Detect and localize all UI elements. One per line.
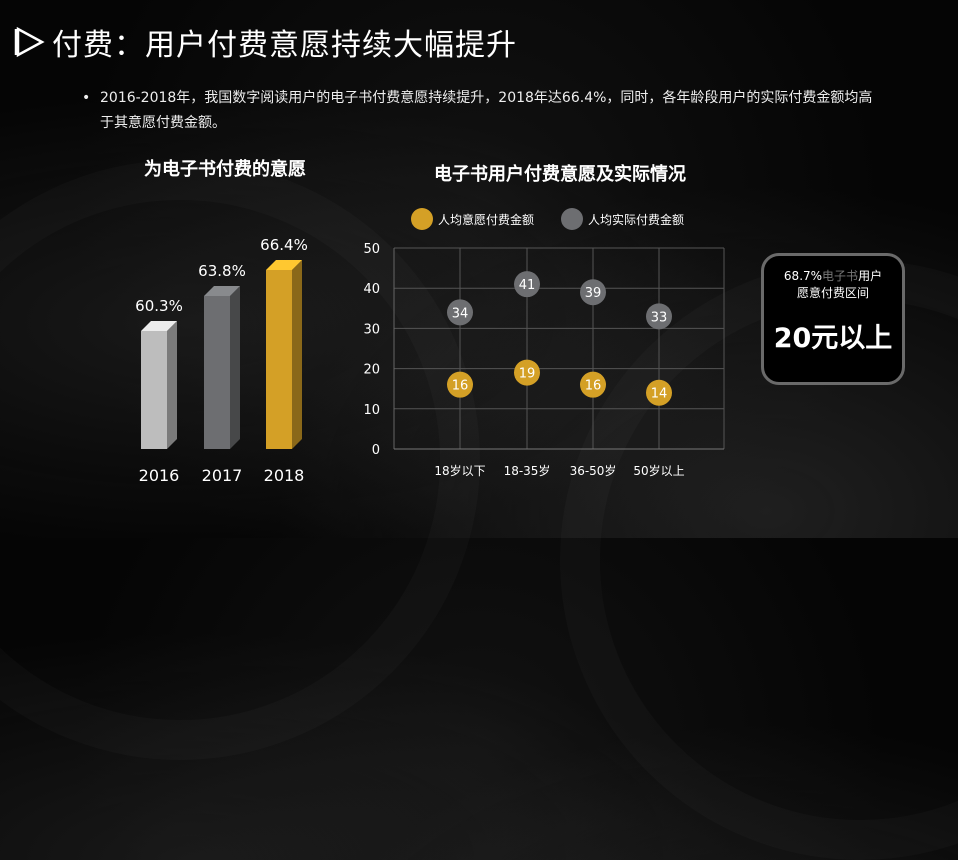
- bar-side: [167, 321, 177, 449]
- x-tick-label: 18岁以下: [434, 463, 485, 478]
- callout-line2: 愿意付费区间: [796, 286, 869, 300]
- y-tick-label: 0: [372, 443, 380, 458]
- scatter-point: [514, 359, 540, 386]
- bar-front: [204, 296, 230, 449]
- scatter-point: [514, 271, 540, 298]
- x-tick-label: 18-35岁: [504, 463, 551, 478]
- y-tick-label: 30: [363, 322, 380, 337]
- scatter-chart-title: 电子书用户付费意愿及实际情况: [434, 164, 686, 185]
- summary-text: 2016-2018年，我国数字阅读用户的电子书付费意愿持续提升，2018年达66…: [100, 90, 873, 131]
- bar-chart: 60.3% 2016 63.8% 2017 66.4% 2018: [135, 236, 308, 485]
- bar-category-label: 2017: [202, 466, 243, 485]
- x-tick-label: 36-50岁: [570, 463, 617, 478]
- callout-user: 用户: [858, 269, 883, 283]
- legend-label: 人均意愿付费金额: [438, 212, 534, 227]
- point-data-label: 41: [519, 278, 536, 293]
- legend-marker: [411, 208, 433, 230]
- y-tick-label: 10: [363, 403, 380, 418]
- y-tick-label: 40: [363, 282, 380, 297]
- scatter-point: [447, 371, 473, 398]
- y-tick-label: 20: [363, 363, 380, 378]
- callout-value: 20元以上: [773, 323, 893, 354]
- point-data-label: 34: [452, 306, 469, 321]
- bar-chart-title: 为电子书付费的意愿: [144, 159, 306, 180]
- bar-front: [141, 331, 167, 449]
- bullet-dot: •: [82, 90, 91, 106]
- bar-side: [230, 286, 240, 449]
- bar-value-label: 60.3%: [135, 297, 183, 315]
- scatter-point: [580, 279, 606, 306]
- bar-category-label: 2016: [139, 466, 180, 485]
- bar-top: [141, 321, 177, 331]
- point-data-label: 16: [585, 379, 602, 394]
- play-arrow-icon: [14, 26, 45, 58]
- scatter-point: [447, 299, 473, 326]
- bar-front: [266, 270, 292, 449]
- callout-box: 68.7%电子书用户 愿意付费区间 20元以上: [761, 253, 905, 385]
- bar-top: [204, 286, 240, 296]
- callout-percent: 68.7%: [783, 269, 823, 283]
- point-data-label: 14: [651, 387, 668, 402]
- summary-bullet: • 2016-2018年，我国数字阅读用户的电子书付费意愿持续提升，2018年达…: [82, 86, 882, 136]
- callout-caption: 68.7%电子书用户 愿意付费区间: [764, 268, 902, 302]
- point-data-label: 19: [519, 367, 536, 382]
- page-title-text: 付费：用户付费意愿持续大幅提升: [52, 28, 517, 63]
- y-tick-label: 50: [363, 242, 380, 257]
- bar-category-label: 2018: [264, 466, 305, 485]
- bar-value-label: 66.4%: [260, 236, 308, 254]
- point-data-label: 16: [452, 379, 469, 394]
- page-title: 付费：用户付费意愿持续大幅提升: [14, 22, 517, 63]
- bar-value-label: 63.8%: [198, 262, 246, 280]
- point-data-label: 39: [585, 286, 602, 301]
- callout-ebook: 电子书: [822, 269, 859, 283]
- legend-marker: [561, 208, 583, 230]
- x-tick-label: 50岁以上: [633, 463, 684, 478]
- bar-side: [292, 260, 302, 449]
- legend-label: 人均实际付费金额: [588, 212, 684, 227]
- scatter-point: [646, 379, 672, 406]
- scatter-point: [580, 371, 606, 398]
- point-data-label: 33: [651, 310, 668, 325]
- bar-top: [266, 260, 302, 270]
- scatter-point: [646, 303, 672, 330]
- scatter-chart: 0 10 20 30 40 50 18岁以下 18-35岁 36-50岁 50岁以上 人均意愿付费金…: [363, 208, 725, 478]
